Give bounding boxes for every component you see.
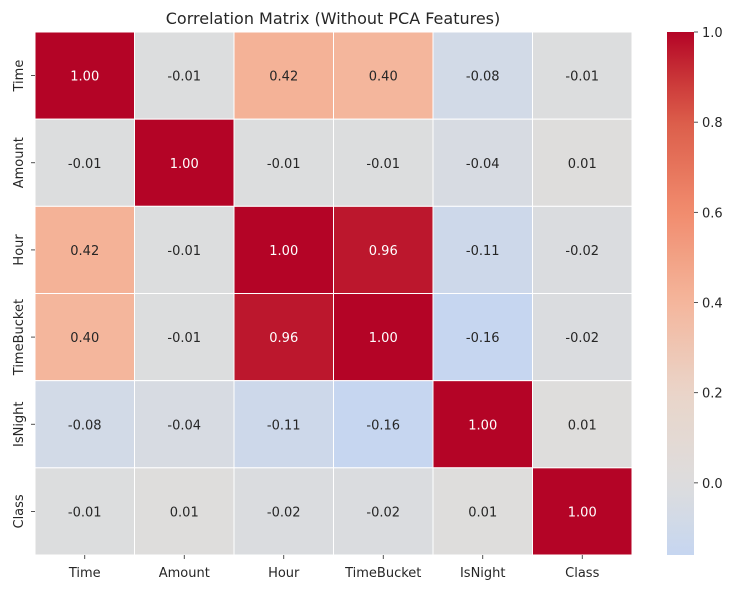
cell-value-label: -0.16 xyxy=(466,331,500,346)
cell-value-label: 1.00 xyxy=(568,505,597,520)
heatmap-cell xyxy=(532,293,633,382)
colorbar-tick-label: 1.0 xyxy=(702,26,723,41)
cell-value-label: 1.00 xyxy=(269,244,298,259)
heatmap-cell xyxy=(134,293,235,382)
heatmap-cell xyxy=(34,293,135,382)
cell-value-label: 0.40 xyxy=(369,70,398,85)
cell-value-label: 0.01 xyxy=(568,157,597,172)
cell-value-label: 0.01 xyxy=(170,505,199,520)
x-tick-label: Hour xyxy=(268,566,300,581)
heatmap-cell xyxy=(134,205,235,294)
cell-value-label: -0.04 xyxy=(466,157,500,172)
cell-value-label: -0.01 xyxy=(267,157,301,172)
y-tick-label: Hour xyxy=(12,234,27,266)
cell-value-label: 1.00 xyxy=(468,418,497,433)
heatmap-cell xyxy=(134,31,235,120)
cell-value-label: -0.01 xyxy=(167,244,201,259)
y-tick-label: TimeBucket xyxy=(12,299,27,376)
cell-value-label: -0.04 xyxy=(167,418,201,433)
cell-value-label: 0.40 xyxy=(70,331,99,346)
heatmap-cell xyxy=(432,31,533,120)
x-tick-label: TimeBucket xyxy=(344,566,421,581)
x-axis-ticks: Time Amount Hour TimeBucket IsNight Class xyxy=(68,555,600,581)
cell-annotations: 1.00 -0.01 0.42 0.40 -0.08 -0.01 -0.01 1.00 -0.0… xyxy=(68,70,599,521)
heatmap-cell xyxy=(34,205,135,294)
cell-value-label: -0.16 xyxy=(366,418,400,433)
cell-value-label: -0.01 xyxy=(167,70,201,85)
cell-value-label: -0.01 xyxy=(565,70,599,85)
cell-value-label: 0.01 xyxy=(468,505,497,520)
heatmap-cell xyxy=(432,293,533,382)
heatmap-cell xyxy=(432,380,533,469)
colorbar-tick-label: 0.0 xyxy=(702,477,723,492)
heatmap-cell xyxy=(333,118,434,207)
heatmap-cells xyxy=(34,31,633,556)
heatmap-cell xyxy=(532,467,633,556)
heatmap-cell xyxy=(34,467,135,556)
heatmap-cell xyxy=(333,205,434,294)
colorbar-tick-label: 0.4 xyxy=(702,297,723,312)
cell-value-label: 0.96 xyxy=(369,244,398,259)
y-tick-label: IsNight xyxy=(12,401,27,447)
y-tick-label: Class xyxy=(12,494,27,528)
heatmap-cell xyxy=(333,380,434,469)
cell-value-label: -0.08 xyxy=(68,418,102,433)
y-tick-label: Amount xyxy=(12,137,27,188)
cell-value-label: 0.01 xyxy=(568,418,597,433)
cell-value-label: -0.01 xyxy=(68,505,102,520)
heatmap-cell xyxy=(532,380,633,469)
y-axis-ticks: Time Amount Hour TimeBucket IsNight Class xyxy=(12,60,35,529)
cell-value-label: -0.02 xyxy=(366,505,400,520)
cell-value-label: 1.00 xyxy=(369,331,398,346)
heatmap-cell xyxy=(233,293,334,382)
heatmap-cell xyxy=(233,205,334,294)
heatmap-cell xyxy=(233,380,334,469)
heatmap-cell xyxy=(333,293,434,382)
colorbar xyxy=(667,32,694,555)
cell-value-label: -0.02 xyxy=(565,244,599,259)
heatmap-cell xyxy=(532,205,633,294)
heatmap-cell xyxy=(134,118,235,207)
colorbar-ticks: 0.0 0.2 0.4 0.6 0.8 1.0 xyxy=(694,26,723,492)
cell-value-label: 0.42 xyxy=(269,70,298,85)
heatmap-cell xyxy=(233,31,334,120)
cell-value-label: -0.11 xyxy=(466,244,500,259)
cell-value-label: -0.11 xyxy=(267,418,301,433)
cell-value-label: -0.01 xyxy=(366,157,400,172)
cell-value-label: 0.42 xyxy=(70,244,99,259)
cell-value-label: -0.01 xyxy=(167,331,201,346)
chart-title: Correlation Matrix (Without PCA Features… xyxy=(166,9,501,28)
colorbar-tick-label: 0.2 xyxy=(702,387,723,402)
cell-value-label: -0.08 xyxy=(466,70,500,85)
heatmap-cell xyxy=(532,31,633,120)
cell-value-label: -0.02 xyxy=(565,331,599,346)
cell-value-label: -0.01 xyxy=(68,157,102,172)
heatmap-cell xyxy=(34,380,135,469)
x-tick-label: IsNight xyxy=(460,566,506,581)
heatmap-cell xyxy=(34,31,135,120)
heatmap-cell xyxy=(532,118,633,207)
heatmap-cell xyxy=(333,31,434,120)
cell-value-label: 1.00 xyxy=(170,157,199,172)
heatmap-cell xyxy=(432,205,533,294)
x-tick-label: Class xyxy=(565,566,599,581)
colorbar-gradient xyxy=(667,32,694,555)
x-tick-label: Time xyxy=(68,566,101,581)
heatmap-cell xyxy=(432,467,533,556)
cell-value-label: 0.96 xyxy=(269,331,298,346)
y-tick-label: Time xyxy=(12,60,27,93)
colorbar-tick-label: 0.6 xyxy=(702,206,723,221)
cell-value-label: -0.02 xyxy=(267,505,301,520)
cell-value-label: 1.00 xyxy=(70,70,99,85)
colorbar-tick-label: 0.8 xyxy=(702,116,723,131)
x-tick-label: Amount xyxy=(159,566,210,581)
